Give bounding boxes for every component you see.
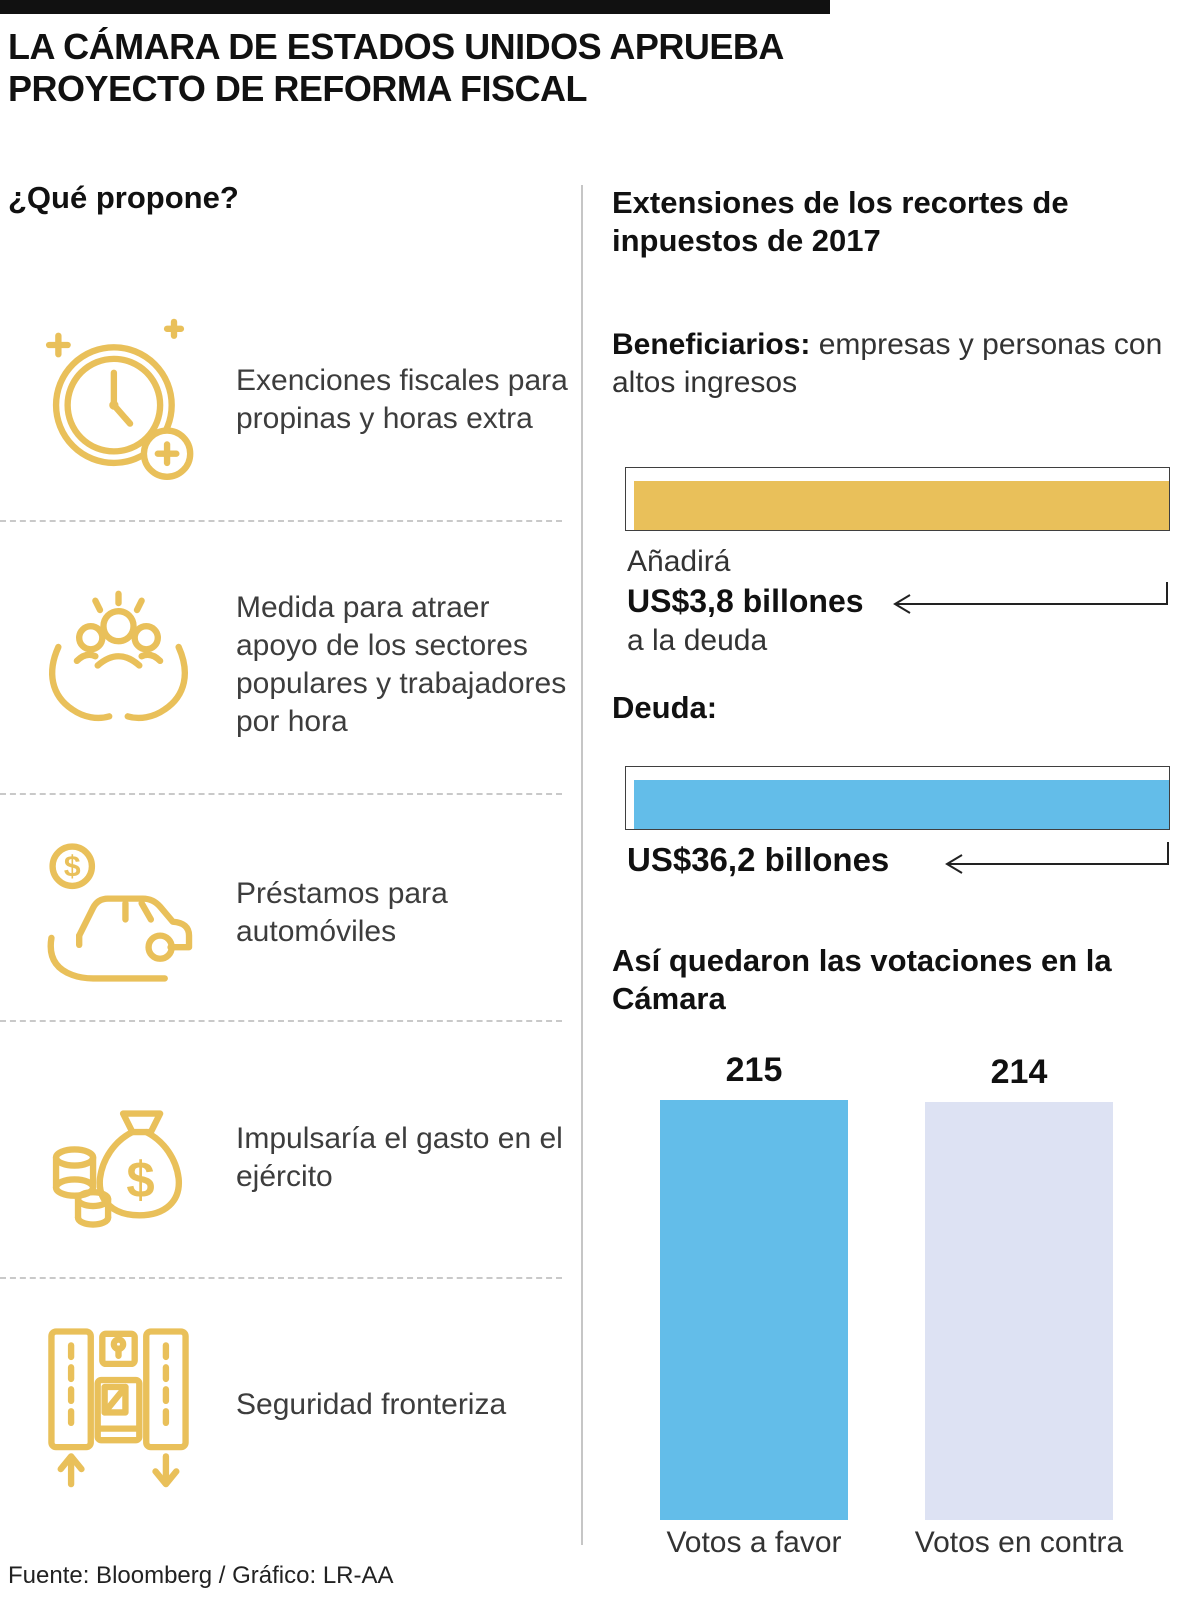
list-item-popular-support: Medida para atraer apoyo de los sectores… xyxy=(0,540,578,790)
debt-add-amount: US$3,8 billones xyxy=(627,583,864,620)
list-item-military-spending: $ Impulsaría el gasto en el ejército xyxy=(0,1040,578,1275)
votes-heading: Así quedaron las votaciones en la Cámara xyxy=(612,943,1112,1016)
list-item-border-security: Seguridad fronteriza xyxy=(0,1295,578,1515)
vote-category-contra: Votos en contra xyxy=(914,1526,1124,1559)
clock-sparkle-icon xyxy=(0,308,236,493)
debt-total-bar xyxy=(625,766,1170,830)
item-label: Exenciones fiscales para propinas y hora… xyxy=(236,364,568,435)
page-title-line1: LA CÁMARA DE ESTADOS UNIDOS APRUEBA xyxy=(8,26,784,67)
item-label: Préstamos para automóviles xyxy=(236,876,448,948)
beneficiaries-detail: empresas y personas con altos ingresos xyxy=(612,328,1163,399)
debt-add-bar xyxy=(625,467,1170,531)
dashed-separator xyxy=(0,793,562,795)
vote-value-contra: 214 xyxy=(990,1053,1048,1091)
svg-text:$: $ xyxy=(63,851,80,884)
beneficiaries-label: Beneficiarios: xyxy=(612,328,811,361)
arrow-left-icon xyxy=(893,582,1168,614)
page-title-line2: PROYECTO DE REFORMA FISCAL xyxy=(8,67,588,109)
vote-value-favor: 215 xyxy=(725,1051,783,1089)
left-section-heading: ¿Qué propone? xyxy=(8,180,239,215)
debt-add-bar-fill xyxy=(634,481,1169,530)
money-bag-icon: $ xyxy=(0,1065,236,1250)
svg-text:$: $ xyxy=(126,1151,154,1208)
vote-column-favor: 215 xyxy=(660,1051,848,1520)
vote-bar-favor xyxy=(660,1100,848,1520)
dashed-separator xyxy=(0,520,562,522)
vote-column-contra: 214 xyxy=(925,1053,1113,1520)
source-credit: Fuente: Bloomberg / Gráfico: LR-AA xyxy=(8,1562,394,1589)
vote-bar-contra xyxy=(925,1102,1113,1520)
beneficiaries-text: Beneficiarios: empresas y personas con a… xyxy=(612,326,1168,402)
debt-total-bar-fill xyxy=(634,780,1169,829)
page-title: LA CÁMARA DE ESTADOS UNIDOS APRUEBA PROYE… xyxy=(8,26,868,110)
debt-add-pre: Añadirá xyxy=(627,545,731,578)
item-label: Impulsaría el gasto en el ejército xyxy=(236,1121,563,1193)
column-divider xyxy=(581,185,583,1545)
right-section-heading: Extensiones de los recortes de inpuestos… xyxy=(612,185,1069,258)
debt-add-annotation: Añadirá US$3,8 billones a la deuda xyxy=(627,543,864,661)
debt-add-post: a la deuda xyxy=(627,624,768,658)
dashed-separator xyxy=(0,1020,562,1022)
debt-label: Deuda: xyxy=(612,690,718,725)
vote-category-favor: Votos a favor xyxy=(666,1526,842,1559)
debt-total-amount: US$36,2 billones xyxy=(627,841,890,878)
item-label: Medida para atraer apoyo de los sectores… xyxy=(236,591,567,738)
list-item-tax-exemptions: Exenciones fiscales para propinas y hora… xyxy=(0,280,578,520)
border-security-icon xyxy=(0,1313,236,1498)
top-accent-bar xyxy=(0,0,830,14)
list-item-auto-loans: $ Préstamos para automóviles xyxy=(0,810,578,1015)
item-label: Seguridad fronteriza xyxy=(236,1388,507,1422)
dashed-separator xyxy=(0,1277,562,1279)
hands-holding-people-icon xyxy=(0,573,236,758)
arrow-left-icon xyxy=(945,842,1169,874)
votes-bar-chart: 215 214 Votos a favor Votos en contra xyxy=(612,1048,1170,1560)
car-loan-icon: $ xyxy=(0,820,236,1005)
